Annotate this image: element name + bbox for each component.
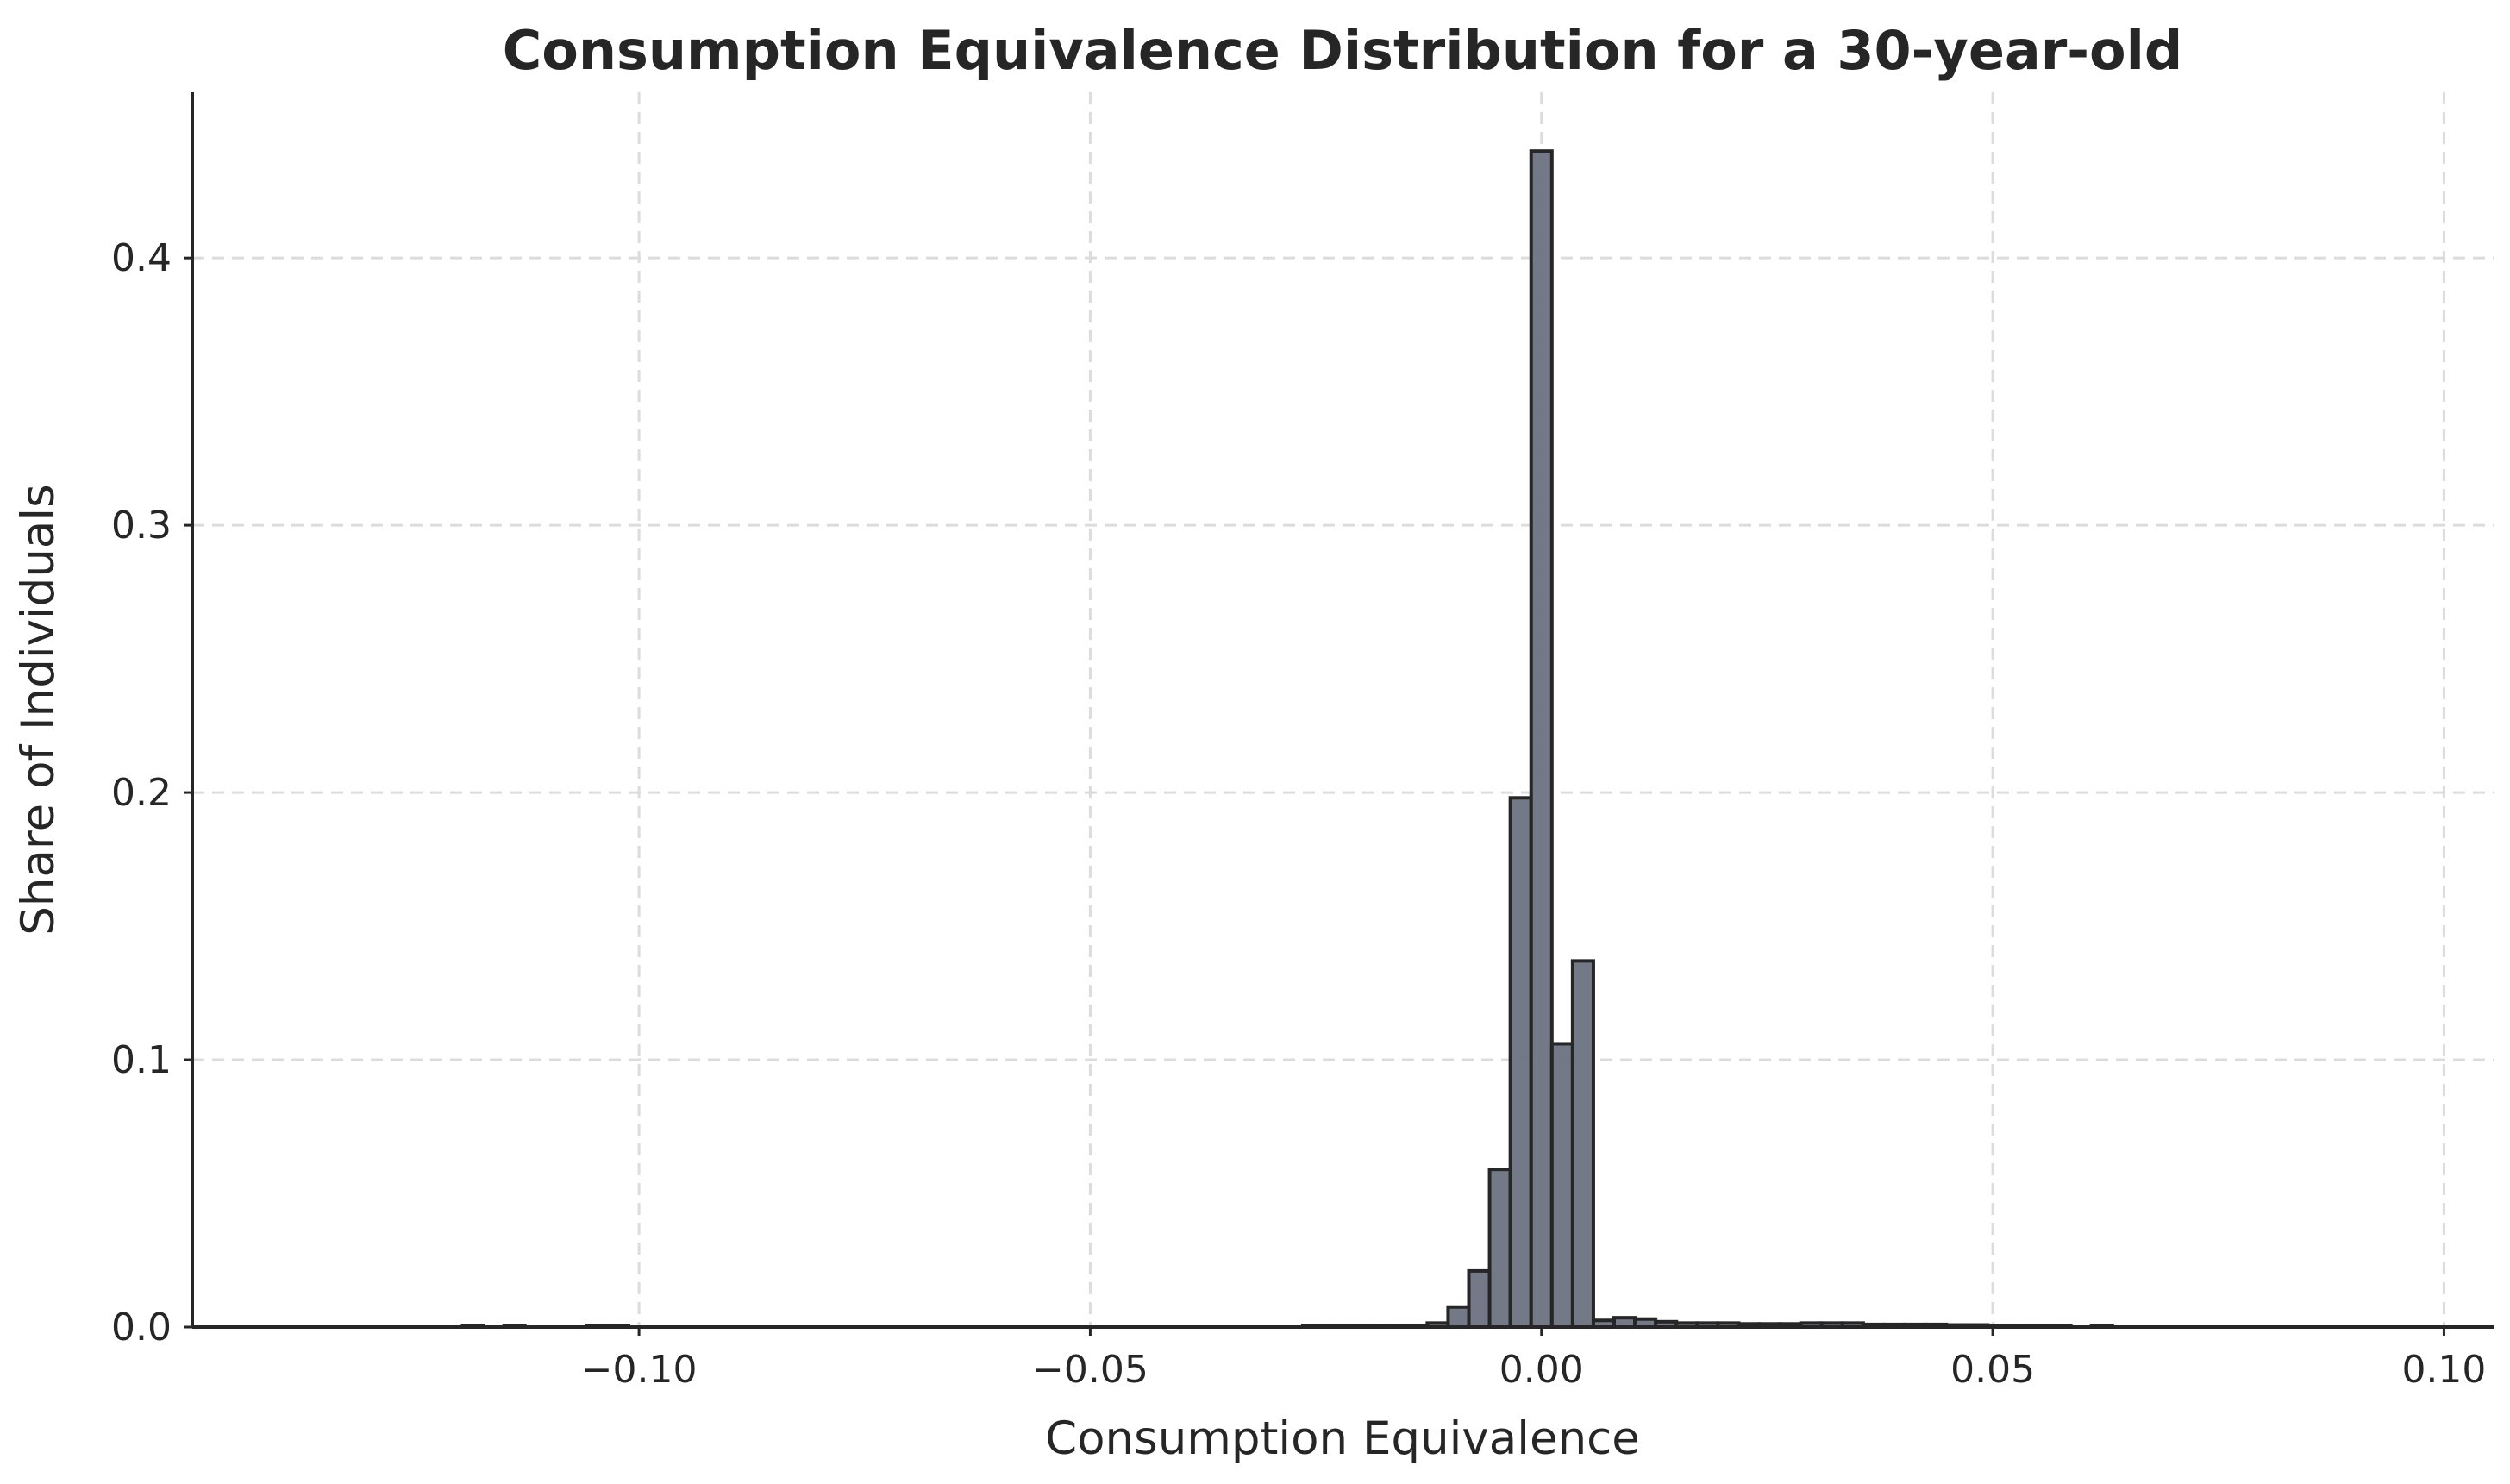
y-axis-label: Share of Individuals	[12, 484, 65, 935]
x-axis-ticks: −0.10 −0.05 0.00 0.05 0.10	[581, 1327, 2486, 1392]
y-tick-label: 0.0	[111, 1306, 172, 1349]
histogram-bar	[1570, 959, 1595, 1329]
y-tick-label: 0.3	[111, 504, 172, 548]
histogram-bar	[1549, 1042, 1574, 1329]
x-tick-label: −0.10	[581, 1348, 698, 1392]
grid-lines	[192, 92, 2494, 1327]
x-tick-label: 0.05	[1950, 1348, 2035, 1392]
histogram-bar	[1529, 149, 1554, 1330]
histogram-bars	[460, 149, 2114, 1330]
y-tick-label: 0.2	[111, 771, 172, 815]
histogram-bar	[1508, 796, 1533, 1329]
x-tick-label: 0.00	[1499, 1348, 1584, 1392]
histogram-bar	[1467, 1268, 1492, 1330]
x-tick-label: −0.05	[1032, 1348, 1149, 1392]
y-axis-ticks: 0.0 0.1 0.2 0.3 0.4	[111, 236, 192, 1349]
y-tick-label: 0.1	[111, 1038, 172, 1082]
histogram-bar	[1487, 1168, 1512, 1329]
y-tick-label: 0.4	[111, 236, 172, 280]
histogram-bar	[1446, 1305, 1471, 1329]
x-axis-label: Consumption Equivalence	[1045, 1412, 1640, 1465]
chart-title: Consumption Equivalence Distribution for…	[503, 19, 2183, 82]
x-tick-label: 0.10	[2401, 1348, 2486, 1392]
